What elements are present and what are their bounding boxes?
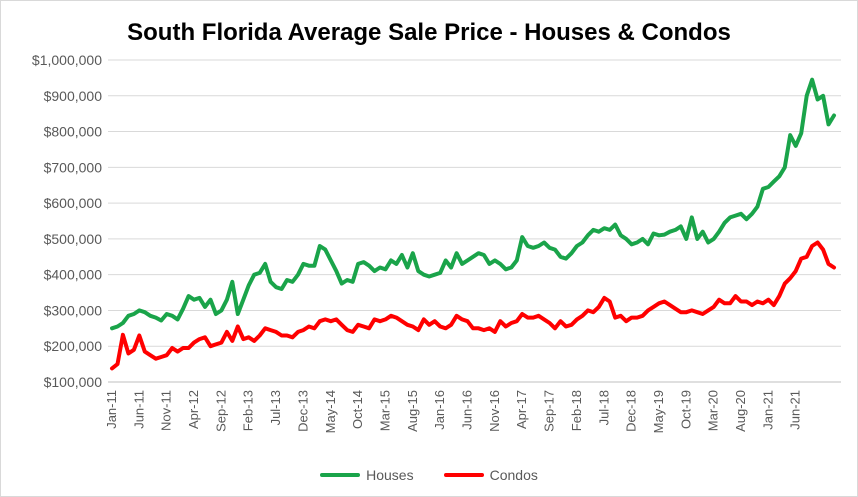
x-tick-label: Feb-18	[569, 390, 584, 431]
x-tick-label: Sep-12	[213, 390, 228, 432]
x-tick-label: Jan-16	[432, 390, 447, 430]
x-tick-label: Aug-15	[405, 390, 420, 432]
x-tick-label: Oct-14	[350, 390, 365, 429]
x-tick-label: Dec-18	[624, 390, 639, 432]
x-tick-label: Apr-17	[514, 390, 529, 429]
x-tick-label: May-14	[323, 390, 338, 433]
x-tick-label: Jan-21	[760, 390, 775, 430]
y-tick-label: $700,000	[44, 159, 103, 175]
x-tick-label: Apr-12	[186, 390, 201, 429]
y-tick-label: $900,000	[44, 88, 103, 104]
y-tick-label: $1,000,000	[32, 52, 102, 68]
x-tick-label: Sep-17	[542, 390, 557, 432]
legend: Houses Condos	[1, 467, 857, 483]
x-tick-label: Oct-19	[678, 390, 693, 429]
y-tick-label: $300,000	[44, 302, 103, 318]
legend-label-condos: Condos	[489, 467, 538, 483]
y-tick-label: $600,000	[44, 195, 103, 211]
y-tick-label: $400,000	[44, 267, 103, 283]
x-tick-label: Feb-13	[241, 390, 256, 431]
legend-swatch-condos	[443, 473, 484, 477]
series-line-condos	[110, 240, 836, 371]
x-tick-label: Aug-20	[733, 390, 748, 432]
x-tick-label: Mar-15	[377, 390, 392, 431]
legend-item-condos: Condos	[443, 467, 538, 483]
x-tick-label: Jun-16	[460, 390, 475, 430]
chart-title: South Florida Average Sale Price - House…	[127, 19, 731, 46]
legend-item-houses: Houses	[320, 467, 414, 483]
legend-label-houses: Houses	[366, 467, 414, 483]
x-tick-label: Jun-21	[788, 390, 803, 430]
x-tick-label: Dec-13	[295, 390, 310, 432]
x-tick-label: Jan-11	[104, 390, 119, 429]
x-tick-label: Mar-20	[706, 390, 721, 431]
x-tick-label: Nov-11	[159, 390, 174, 431]
x-tick-label: Jun-11	[131, 390, 146, 429]
x-tick-label: Nov-16	[487, 390, 502, 432]
y-tick-label: $200,000	[44, 338, 103, 354]
x-tick-label: May-19	[651, 390, 666, 433]
series-line-houses	[110, 77, 836, 331]
legend-swatch-houses	[320, 473, 361, 477]
y-tick-label: $800,000	[44, 124, 103, 140]
y-tick-label: $500,000	[44, 231, 103, 247]
x-tick-label: Jul-13	[268, 390, 283, 425]
y-tick-label: $100,000	[44, 374, 103, 390]
x-tick-label: Jul-18	[596, 390, 611, 425]
